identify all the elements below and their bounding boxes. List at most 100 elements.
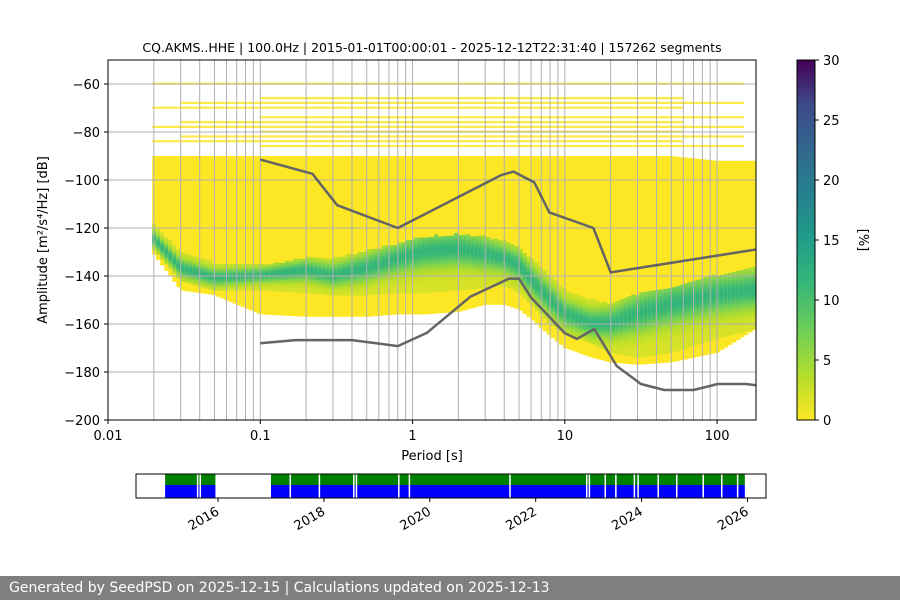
density-cell bbox=[506, 273, 512, 277]
density-cell bbox=[152, 230, 157, 234]
density-cell bbox=[264, 276, 270, 280]
density-cell bbox=[659, 306, 665, 310]
density-cell bbox=[397, 271, 403, 274]
density-cell bbox=[458, 283, 463, 286]
density-cell bbox=[377, 263, 383, 266]
density-cell bbox=[365, 266, 371, 270]
density-cell bbox=[381, 267, 387, 271]
density-cell bbox=[325, 282, 330, 286]
density-cell bbox=[623, 328, 628, 332]
density-cell bbox=[542, 292, 548, 295]
density-cell bbox=[470, 281, 475, 285]
density-cell bbox=[454, 237, 459, 241]
density-cell bbox=[377, 284, 383, 288]
density-cell bbox=[639, 354, 644, 358]
density-cell bbox=[256, 280, 262, 284]
density-cell bbox=[252, 271, 258, 274]
density-cell bbox=[458, 266, 463, 270]
density-cell bbox=[462, 156, 467, 311]
density-cell bbox=[200, 258, 206, 262]
density-cell bbox=[458, 256, 463, 260]
density-cell bbox=[232, 278, 238, 282]
density-cell bbox=[389, 252, 395, 256]
density-cell bbox=[643, 303, 648, 307]
density-cell bbox=[659, 347, 665, 350]
density-cell bbox=[611, 302, 616, 306]
density-cell bbox=[184, 260, 189, 264]
density-cell bbox=[727, 277, 733, 281]
density-cell bbox=[297, 263, 302, 267]
density-cell bbox=[747, 311, 753, 314]
density-cell bbox=[731, 329, 737, 333]
density-cell bbox=[514, 255, 520, 259]
density-cell bbox=[160, 254, 165, 258]
density-cell bbox=[514, 272, 520, 276]
density-cell bbox=[574, 304, 580, 308]
density-cell bbox=[446, 262, 451, 266]
density-cell bbox=[268, 264, 274, 268]
density-cell bbox=[603, 328, 608, 332]
density-cell bbox=[514, 253, 520, 256]
density-cell bbox=[671, 328, 677, 331]
density-cell bbox=[747, 277, 753, 281]
density-cell bbox=[333, 288, 338, 291]
density-cell bbox=[466, 275, 471, 278]
density-cell bbox=[152, 247, 157, 250]
density-cell bbox=[405, 273, 411, 277]
density-cell bbox=[289, 284, 294, 288]
y-tick-label: −140 bbox=[64, 270, 100, 285]
density-cell bbox=[715, 285, 721, 289]
density-cell bbox=[280, 279, 286, 283]
density-cell bbox=[711, 291, 717, 295]
density-cell bbox=[582, 328, 588, 332]
density-cell bbox=[554, 289, 560, 293]
density-cell bbox=[220, 268, 226, 272]
density-cell bbox=[554, 304, 560, 308]
density-cell bbox=[671, 323, 677, 327]
density-cell bbox=[442, 156, 447, 314]
density-cell bbox=[337, 276, 342, 279]
coverage-gap bbox=[633, 474, 636, 498]
density-cell bbox=[667, 336, 673, 340]
density-cell bbox=[739, 317, 745, 321]
density-cell bbox=[550, 289, 556, 293]
density-cell bbox=[643, 320, 648, 324]
density-cell bbox=[510, 280, 516, 283]
density-cell bbox=[180, 262, 185, 265]
density-cell bbox=[586, 315, 592, 319]
density-cell bbox=[478, 242, 483, 246]
density-cell bbox=[594, 156, 600, 359]
density-cell bbox=[470, 238, 475, 242]
density-cell bbox=[723, 305, 729, 308]
density-cell bbox=[526, 285, 532, 289]
density-cell bbox=[578, 324, 584, 328]
density-cell bbox=[164, 261, 169, 265]
density-cell bbox=[341, 292, 346, 296]
density-cell bbox=[566, 308, 572, 312]
density-cell bbox=[357, 292, 363, 296]
density-cell bbox=[751, 310, 756, 313]
density-cell bbox=[450, 254, 455, 258]
density-cell bbox=[667, 324, 673, 328]
density-cell bbox=[433, 287, 439, 290]
density-cell bbox=[603, 309, 608, 312]
density-cell bbox=[727, 330, 733, 334]
density-cell bbox=[611, 338, 616, 342]
density-cell bbox=[200, 282, 206, 286]
density-cell bbox=[204, 273, 210, 277]
density-cell bbox=[607, 347, 612, 350]
density-cell bbox=[550, 296, 556, 300]
density-cell bbox=[301, 273, 306, 277]
density-cell bbox=[437, 238, 443, 242]
density-cell bbox=[711, 334, 717, 338]
density-cell bbox=[687, 303, 693, 307]
density-cell bbox=[268, 288, 274, 292]
density-cell bbox=[196, 281, 202, 284]
density-cell bbox=[506, 254, 512, 257]
density-cell bbox=[546, 305, 552, 309]
density-cell bbox=[462, 258, 467, 262]
density-cell bbox=[518, 287, 524, 290]
density-cell bbox=[248, 273, 254, 277]
density-cell bbox=[683, 295, 689, 299]
density-cell bbox=[663, 296, 669, 299]
